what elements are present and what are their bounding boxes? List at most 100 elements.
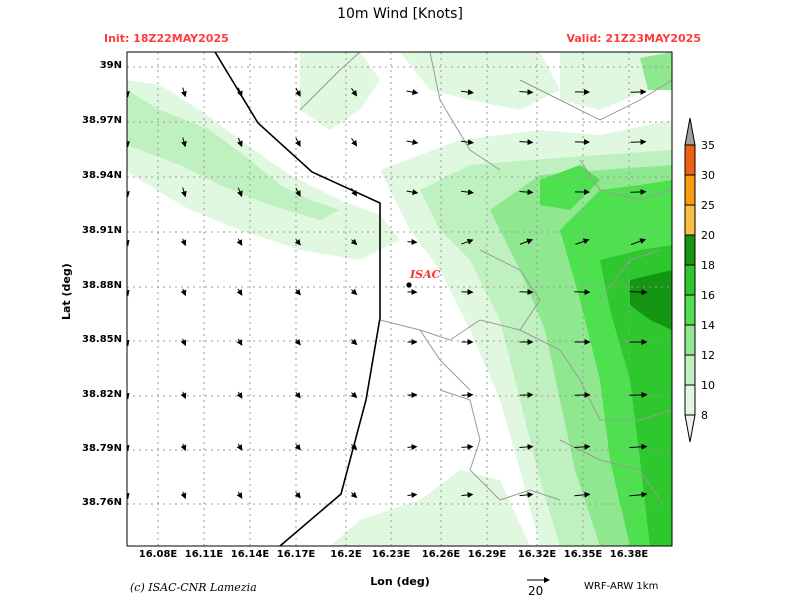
colorbar	[684, 117, 696, 443]
colorbar-tick-label: 12	[701, 349, 715, 362]
wind-arrow	[574, 391, 591, 398]
wind-arrow	[406, 189, 419, 196]
wind-arrow	[461, 238, 474, 245]
x-tick-label: 16.2E	[330, 549, 362, 560]
wind-arrow	[407, 492, 418, 499]
wind-arrow	[630, 238, 646, 246]
chart-title: 10m Wind [Knots]	[337, 6, 463, 22]
y-tick-label: 38.88N	[82, 280, 122, 291]
colorbar-tick-label: 25	[701, 199, 715, 212]
wind-arrow	[127, 189, 130, 198]
x-tick-label: 16.08E	[138, 549, 178, 560]
wind-arrow	[180, 87, 187, 98]
wind-arrow	[180, 391, 187, 400]
wind-arrow	[630, 88, 647, 95]
init-time: Init: 18Z22MAY2025	[104, 32, 229, 45]
wind-arrow	[351, 137, 358, 147]
colorbar-tick-label: 8	[701, 409, 708, 422]
wind-arrow	[236, 443, 243, 451]
wind-arrow	[127, 139, 130, 148]
wind-arrow	[295, 187, 301, 197]
wind-arrow	[407, 444, 418, 451]
wind-arrow	[180, 187, 187, 198]
x-tick-label: 16.14E	[230, 549, 270, 560]
wind-arrow	[180, 491, 187, 500]
wind-arrow	[407, 238, 418, 245]
wind-arrow	[350, 288, 358, 296]
wind-arrow	[460, 89, 474, 96]
wind-arrow	[519, 443, 534, 450]
y-tick-label: 38.76N	[82, 497, 122, 508]
wind-arrow	[237, 87, 243, 98]
y-axis-label: Lat (deg)	[60, 263, 73, 320]
wind-arrow	[350, 491, 358, 499]
x-tick-label: 16.26E	[421, 549, 461, 560]
wind-arrow	[180, 443, 187, 452]
wind-arrow	[574, 289, 591, 296]
x-tick-label: 16.23E	[371, 549, 411, 560]
wind-arrow	[294, 338, 301, 346]
wind-arrow	[461, 443, 474, 450]
y-tick-label: 38.97N	[82, 115, 122, 126]
wind-arrow	[351, 187, 358, 197]
wind-arrow	[294, 491, 301, 499]
wind-arrow	[519, 139, 534, 146]
wind-arrow	[236, 238, 243, 246]
wind-arrow	[294, 288, 301, 296]
lat-lon-grid	[127, 52, 672, 546]
colorbar-tick-label: 30	[701, 169, 715, 182]
x-axis-label: Lon (deg)	[370, 575, 430, 588]
wind-arrow	[629, 391, 648, 398]
wind-speed-shading	[127, 52, 672, 546]
x-tick-label: 16.32E	[517, 549, 557, 560]
wind-arrow	[127, 444, 130, 452]
wind-arrow	[629, 289, 648, 296]
y-tick-label: 38.91N	[82, 225, 122, 236]
y-tick-label: 38.82N	[82, 389, 122, 400]
y-tick-label: 39N	[99, 60, 122, 71]
wind-arrow	[127, 289, 130, 297]
wind-arrow	[350, 238, 358, 246]
wind-arrow	[127, 239, 130, 247]
wind-arrow	[236, 391, 243, 399]
wind-arrow	[519, 189, 534, 196]
colorbar-tick-label: 16	[701, 289, 715, 302]
wind-arrow	[574, 443, 591, 450]
isac-station-marker	[406, 282, 412, 288]
x-tick-label: 16.17E	[276, 549, 316, 560]
wind-arrow	[294, 238, 301, 246]
wind-arrow	[406, 89, 419, 96]
model-label: WRF-ARW 1km	[584, 581, 659, 592]
wind-arrow	[295, 137, 301, 147]
station-label: ISAC	[409, 268, 441, 281]
valid-time: Valid: 21Z23MAY2025	[566, 32, 701, 45]
wind-arrow	[294, 391, 301, 399]
x-tick-label: 16.38E	[609, 549, 649, 560]
wind-arrow	[127, 392, 130, 400]
wind-arrow	[574, 491, 591, 498]
wind-arrow	[180, 238, 187, 247]
wind-arrow	[630, 188, 647, 195]
wind-arrow	[519, 89, 534, 96]
wind-arrow	[180, 338, 187, 347]
wind-arrow	[127, 339, 130, 347]
reference-vector-label: 20	[528, 584, 544, 598]
wind-arrow	[236, 338, 243, 346]
wind-arrow	[406, 139, 419, 146]
colorbar-tick-label: 20	[701, 229, 715, 242]
x-tick-label: 16.11E	[184, 549, 224, 560]
wind-arrow	[350, 338, 358, 346]
colorbar-tick-label: 10	[701, 379, 715, 392]
wind-arrow	[351, 87, 358, 97]
wind-arrow	[236, 288, 243, 296]
wind-vectors	[127, 87, 648, 500]
colorbar-tick-label: 18	[701, 259, 715, 272]
colorbar-tick-label: 14	[701, 319, 715, 332]
wind-arrow	[461, 491, 474, 498]
wind-arrow	[460, 139, 474, 146]
wind-arrow	[236, 491, 243, 499]
wind-arrow	[180, 288, 187, 297]
wind-arrow	[127, 89, 130, 98]
x-tick-label: 16.35E	[563, 549, 603, 560]
